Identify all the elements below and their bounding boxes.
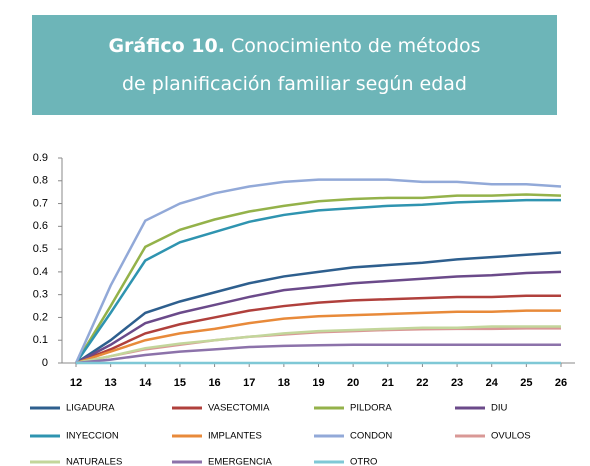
series-line [74, 178, 562, 364]
legend-label: OTRO [350, 457, 377, 466]
x-tick-label: 26 [555, 377, 567, 389]
legend-label: DIU [491, 403, 508, 414]
series-line [75, 251, 562, 365]
x-tick-label: 25 [520, 377, 532, 389]
y-tick-label: 0.8 [33, 175, 48, 187]
x-tick-label: 22 [416, 377, 428, 389]
legend-label: EMERGENCIA [208, 457, 273, 466]
y-tick-label: 0.1 [33, 334, 48, 346]
x-tick-label: 21 [382, 377, 394, 389]
x-tick-label: 15 [174, 377, 186, 389]
y-tick-label: 0.9 [33, 152, 48, 164]
x-tick-label: 23 [451, 377, 463, 389]
title-banner: Gráfico 10. Conocimiento de métodos de p… [32, 15, 557, 115]
x-tick-label: 13 [105, 377, 117, 389]
x-tick-label: 16 [208, 377, 220, 389]
series-line [75, 309, 561, 365]
x-tick-label: 18 [278, 377, 290, 389]
series-line [75, 270, 562, 365]
y-tick-label: 0.3 [33, 289, 48, 301]
chart-title: Conocimiento de métodos de planificación… [122, 35, 481, 95]
legend-label: VASECTOMIA [208, 403, 270, 414]
series-line [75, 343, 561, 365]
y-tick-label: 0.6 [33, 220, 48, 232]
series-line [75, 294, 561, 365]
x-tick-label: 19 [312, 377, 324, 389]
legend-label: INYECCION [66, 431, 119, 442]
legend-label: LIGADURA [66, 403, 115, 414]
title-label: Gráfico 10. [108, 35, 225, 57]
series-line [75, 325, 561, 365]
y-tick-label: 0.2 [33, 311, 48, 323]
x-tick-label: 17 [243, 377, 255, 389]
y-tick-label: 0 [42, 357, 48, 369]
legend-label: CONDON [350, 431, 392, 442]
x-tick-label: 12 [70, 377, 82, 389]
y-tick-label: 0.4 [33, 266, 48, 278]
series-line [74, 193, 562, 364]
x-tick-label: 20 [347, 377, 359, 389]
legend-label: PILDORA [350, 403, 392, 414]
x-tick-label: 14 [139, 377, 152, 389]
y-tick-label: 0.7 [33, 197, 48, 209]
x-tick-label: 24 [486, 377, 499, 389]
legend-label: IMPLANTES [208, 431, 262, 442]
series-line [74, 198, 561, 364]
legend-label: OVULOS [491, 431, 531, 442]
legend-label: NATURALES [66, 457, 122, 466]
y-tick-label: 0.5 [33, 243, 48, 255]
